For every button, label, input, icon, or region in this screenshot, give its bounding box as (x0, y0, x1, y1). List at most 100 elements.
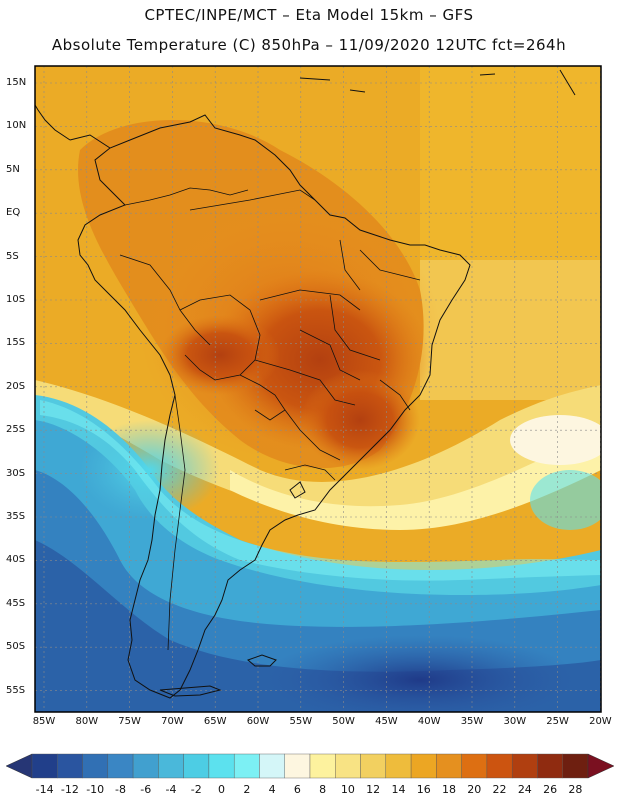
graticule (35, 66, 601, 712)
colorbar-tick-label: 2 (243, 783, 251, 796)
colorbar-tick-label: 14 (391, 783, 406, 796)
colorbar-swatch (309, 753, 336, 779)
lat-label: 30S (6, 467, 26, 479)
lon-label: 25W (546, 716, 569, 727)
colorbar-swatch (107, 753, 134, 779)
lat-label: 20S (6, 380, 26, 392)
border-uruguay (284, 464, 336, 481)
coastlines (34, 69, 576, 699)
lat-label: EQ (6, 207, 21, 219)
lat-label: 5S (6, 250, 19, 262)
lon-label: 50W (332, 716, 355, 727)
lagoa-patos (289, 481, 306, 499)
colorbar-over-arrow (587, 753, 615, 779)
lat-label: 5N (6, 163, 20, 175)
title-line-1: CPTEC/INPE/MCT – Eta Model 15km – GFS (144, 6, 474, 24)
border-brazil-north (189, 189, 316, 211)
caribbean-islands (299, 69, 576, 96)
falklands (247, 654, 277, 667)
border-argentina-brazil (284, 409, 341, 461)
lon-label: 85W (32, 716, 56, 727)
field-colder-region (35, 540, 601, 712)
colorbar-swatch (284, 753, 311, 779)
colorbar-swatch (132, 753, 159, 779)
south-america-coastline (77, 114, 471, 699)
lon-label: 60W (246, 716, 270, 727)
colorbar-swatch (259, 753, 285, 779)
colorbar-tick-label: 18 (442, 783, 456, 796)
colorbar-tick-label: -12 (60, 783, 79, 796)
lat-label: 55S (6, 684, 26, 696)
colorbar (5, 753, 615, 779)
colorbar-swatch (57, 753, 83, 779)
colorbar-tick-label: 22 (492, 783, 507, 796)
field-e-ocean (420, 260, 601, 400)
colorbar-swatch (31, 753, 58, 779)
colorbar-swatch (562, 753, 589, 779)
colorbar-swatch (335, 753, 361, 779)
field-pale-patch (510, 415, 601, 465)
colorbar-swatch (436, 753, 462, 779)
brazil-states (254, 239, 421, 411)
colorbar-swatch (360, 753, 387, 779)
lon-label: 70W (161, 716, 184, 727)
border-argentina-chile (167, 394, 186, 651)
lat-label: 35S (6, 511, 26, 522)
colorbar-tick-label: -14 (35, 783, 54, 796)
colorbar-tick-label: 8 (319, 783, 327, 796)
lon-label: 40W (417, 716, 441, 727)
lon-label: 30W (503, 716, 527, 727)
lon-label: 65W (203, 716, 227, 727)
field-front-sliver (40, 400, 601, 581)
colorbar-swatch (410, 753, 437, 779)
colorbar-swatch (183, 753, 210, 779)
colorbar-swatch (158, 753, 184, 779)
colorbar-tick-label: 10 (340, 783, 355, 796)
colorbar-swatch (385, 753, 412, 779)
colorbar-tick-label: 6 (293, 783, 301, 796)
border-paraguay (239, 374, 286, 421)
map-frame (34, 65, 602, 713)
colorbar-tick-label: 16 (416, 783, 431, 796)
border-peru-brazil (119, 254, 211, 346)
colorbar-tick-label: -6 (140, 783, 152, 796)
colorbar-tick-label: 20 (467, 783, 482, 796)
colorbar-swatch (486, 753, 513, 779)
title-line-2: Absolute Temperature (C) 850hPa – 11/09/… (51, 36, 567, 54)
tierra-del-fuego (159, 685, 222, 697)
field-hot-core-2 (300, 370, 420, 470)
colorbar-swatch (537, 753, 563, 779)
colorbar-swatch (511, 753, 538, 779)
lat-label: 15S (6, 337, 26, 349)
lat-label: 45S (6, 597, 26, 609)
lat-label: 25S (6, 424, 26, 436)
lat-label: 40S (6, 554, 26, 566)
colorbar-tick-label: 12 (366, 783, 381, 796)
lon-label: 20W (589, 716, 612, 727)
temperature-field (35, 66, 601, 712)
border-colombia-venezuela (124, 187, 249, 206)
colorbar-tick-label: 0 (218, 783, 226, 796)
colorbar-swatch (82, 753, 109, 779)
lat-label: 10N (6, 120, 27, 132)
national-borders (119, 187, 421, 651)
central-america-coastline (34, 104, 111, 149)
colorbar-tick-label: 4 (268, 783, 276, 796)
border-bolivia (179, 294, 261, 381)
colorbar-swatch (233, 753, 260, 779)
colorbar-swatch (461, 753, 488, 779)
colorbar-tick-label: -2 (190, 783, 202, 796)
colorbar-swatch (208, 753, 235, 779)
lon-label: 45W (375, 716, 398, 727)
lon-label: 75W (118, 716, 141, 727)
field-cold-core (260, 635, 580, 712)
lat-label: 15N (6, 77, 27, 88)
lat-label: 10S (6, 294, 26, 305)
field-ne-ocean (420, 66, 601, 266)
colorbar-tick-label: 28 (568, 783, 583, 796)
field-pale-band (230, 430, 601, 530)
colorbar-tick-label: -8 (114, 783, 126, 796)
colorbar-tick-label: 26 (543, 783, 558, 796)
field-cyan-patch-2 (530, 470, 601, 530)
